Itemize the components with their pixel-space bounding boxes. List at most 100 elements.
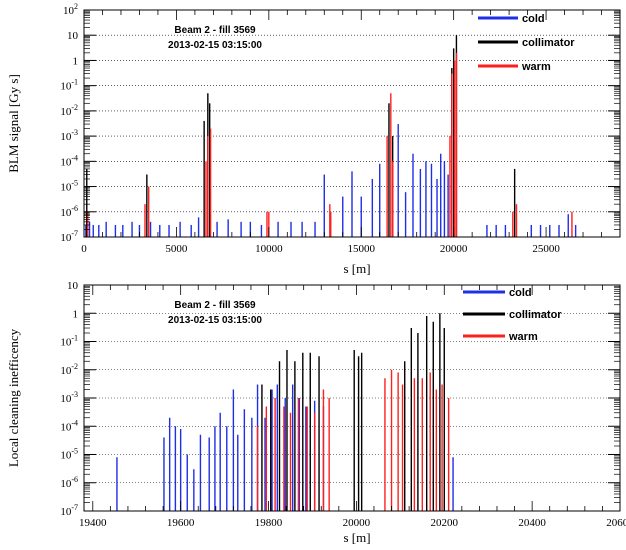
y-tick-label: 1 (73, 55, 79, 67)
x-tick-label: 0 (81, 243, 87, 255)
warm-bar (391, 161, 394, 237)
collimator-bar (261, 384, 263, 511)
cold-bar (216, 221, 218, 237)
cold-bar (443, 161, 446, 237)
warm-bar (306, 406, 308, 511)
warm-bar (209, 128, 212, 237)
warm-bar (455, 52, 458, 237)
warm-bar (144, 204, 146, 237)
warm-bar (429, 372, 431, 511)
collimator-bar (443, 328, 445, 511)
legend-label-cold: cold (522, 13, 545, 25)
cold-bar (168, 224, 170, 237)
cold-bar (284, 398, 286, 511)
x-tick-label: 20600 (606, 517, 626, 529)
legend-label-collimator: collimator (522, 37, 575, 49)
collimator-bar (388, 103, 390, 238)
chart-subtitle: 2013-02-15 03:15:00 (168, 315, 262, 326)
cold-bar (412, 153, 414, 237)
cold-bar (447, 174, 449, 237)
legend-label-warm: warm (508, 331, 538, 343)
cold-bar (159, 224, 161, 237)
collimator-bar (294, 361, 296, 511)
cold-bar (301, 221, 303, 237)
collimator-bar (270, 389, 272, 511)
collimator-bar (452, 48, 455, 237)
warm-bar (266, 211, 268, 237)
x-tick-label: 10000 (255, 243, 283, 255)
cold-bar (558, 224, 560, 237)
warm-bar (268, 211, 270, 237)
y-tick-label: 10 (67, 280, 79, 292)
x-axis-label: s [m] (343, 261, 370, 276)
cold-bar (208, 437, 210, 511)
warm-bar (390, 93, 392, 238)
collimator-bar (360, 352, 363, 511)
cold-bar (260, 224, 263, 237)
cold-bar (425, 161, 427, 237)
cold-bar (131, 221, 133, 237)
warm-bar (447, 398, 450, 511)
cold-bar (298, 398, 300, 511)
collimator-bar (86, 168, 88, 237)
warm-bar (515, 204, 518, 237)
cold-bar (486, 224, 488, 237)
cold-bar (197, 217, 200, 237)
cold-bar (419, 168, 422, 237)
warm-bar (274, 398, 276, 511)
cold-bar (85, 224, 87, 237)
cold-bar (351, 171, 353, 237)
cold-bar (495, 224, 497, 237)
collimator-bar (146, 174, 148, 237)
cold-bar (277, 221, 279, 237)
collimator-bar (278, 361, 281, 511)
y-axis-label: Local cleaning inefficency (6, 328, 21, 467)
collimator-bar (410, 328, 413, 511)
y-tick-label: 10 (67, 30, 79, 42)
warm-bar (386, 136, 388, 237)
cold-bar (249, 221, 252, 237)
cold-bar (190, 224, 192, 237)
legend-label-warm: warm (521, 61, 551, 73)
warm-bar (205, 161, 207, 237)
cold-bar (92, 224, 94, 237)
cold-bar (291, 384, 294, 511)
x-tick-label: 19400 (79, 517, 107, 529)
cold-bar (240, 221, 242, 237)
cold-bar (168, 417, 171, 511)
cold-bar (264, 417, 266, 511)
warm-bar (289, 412, 292, 511)
collimator-bar (208, 103, 211, 238)
cold-bar (452, 457, 454, 511)
cold-bar (574, 224, 577, 237)
collimator-bar (302, 352, 304, 511)
cold-bar (179, 428, 182, 511)
x-tick-label: 19600 (167, 517, 195, 529)
warm-bar (435, 389, 438, 511)
warm-bar (256, 426, 259, 511)
warm-bar (390, 369, 393, 511)
cold-bar (271, 389, 273, 511)
cold-bar (397, 124, 399, 237)
cold-bar (404, 192, 407, 237)
cold-bar (440, 153, 442, 237)
cold-bar (567, 214, 569, 237)
cold-bar (122, 224, 124, 237)
warm-bar (330, 211, 332, 237)
cold-bar (436, 178, 438, 237)
x-tick-label: 25000 (532, 243, 560, 255)
y-axis-label: BLM signal [Gy s] (6, 74, 21, 173)
cold-bar (227, 219, 229, 237)
plot-frame (83, 9, 621, 238)
collimator-bar (357, 356, 360, 511)
x-tick-label: 20000 (440, 243, 468, 255)
warm-bar (421, 378, 423, 511)
cold-bar (549, 224, 551, 237)
warm-bar (329, 204, 331, 237)
cold-bar (243, 409, 246, 511)
x-tick-label: 19800 (255, 517, 283, 529)
cold-bar (174, 426, 177, 511)
cold-bar (342, 196, 344, 237)
x-tick-label: 20000 (343, 517, 371, 529)
